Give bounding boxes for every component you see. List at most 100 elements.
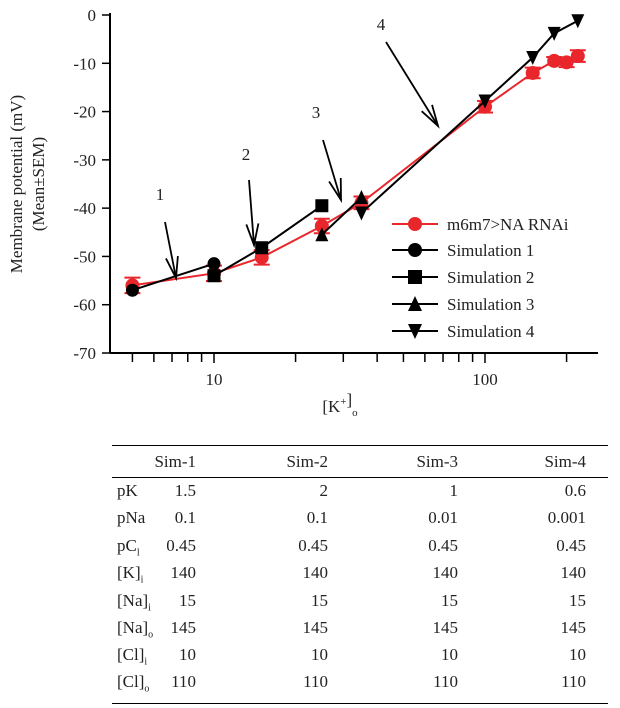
table-cell: 1.5	[174, 481, 196, 500]
legend: m6m7>NA RNAi Simulation 1 Simulation 2 Simu…	[392, 215, 569, 341]
table-cell: 15	[441, 591, 458, 610]
table-cell: 15	[311, 591, 328, 610]
arrow-shaft	[322, 139, 342, 201]
y-tick-label: -10	[73, 54, 96, 73]
data-point	[570, 49, 585, 64]
annotation-arrow-3: 3	[312, 103, 342, 204]
data-point	[559, 55, 574, 70]
legend-item: Simulation 4	[392, 322, 535, 341]
legend-label: m6m7>NA RNAi	[447, 215, 569, 234]
table-cell: 145	[432, 618, 459, 637]
legend-item: Simulation 3	[392, 295, 534, 314]
table-row-label: [Cl]i	[117, 645, 148, 668]
y-tick-label: -50	[73, 247, 96, 266]
table-cell: 0.01	[428, 508, 458, 527]
legend-item: Simulation 1	[392, 241, 534, 260]
y-axis-label: Membrane potential (mV)	[7, 95, 26, 273]
table-cell: 145	[560, 618, 587, 637]
data-point	[315, 199, 329, 213]
row-label-subscript: o	[148, 629, 154, 641]
data-point	[207, 257, 221, 271]
arrow-head	[165, 256, 179, 282]
table-cell: 0.45	[166, 536, 196, 555]
table-cell: 10	[569, 645, 586, 664]
arrow-head	[421, 104, 440, 129]
data-point	[526, 50, 540, 65]
legend-marker	[408, 296, 422, 311]
table-cell: 10	[179, 645, 196, 664]
legend-marker	[408, 217, 422, 231]
y-axis-label-secondary: (Mean±SEM)	[29, 137, 48, 231]
annotation-label: 1	[156, 185, 165, 204]
row-label-subscript: o	[144, 683, 150, 695]
x-tick-label: 10	[206, 370, 223, 389]
data-point	[547, 26, 561, 41]
x-tick-label: 100	[472, 370, 498, 389]
data-point	[125, 283, 139, 297]
y-tick-label: 0	[88, 6, 97, 25]
data-point	[314, 219, 329, 234]
data-point	[315, 227, 329, 242]
table-row-label: [Na]o	[117, 618, 154, 641]
series-line	[321, 196, 363, 236]
arrow-shaft	[385, 41, 439, 127]
annotation-label: 2	[242, 145, 251, 164]
table-cell: 145	[302, 618, 329, 637]
y-tick-label: -70	[73, 344, 96, 363]
row-label-subscript: i	[144, 656, 148, 668]
table-row-label: [Na]i	[117, 591, 151, 614]
data-point	[207, 269, 221, 283]
table-cell: 0.001	[547, 508, 586, 527]
table-cell: 0.6	[564, 481, 586, 500]
table-cell: 110	[303, 672, 328, 691]
table-cell: 110	[561, 672, 586, 691]
x-axis-label: [K+]o	[322, 390, 358, 419]
table-bottom-rule	[112, 703, 608, 704]
table-cell: 140	[302, 563, 329, 582]
annotation-arrow-1: 1	[156, 185, 179, 282]
series-simulation-2	[207, 199, 329, 283]
annotation-label: 3	[312, 103, 321, 122]
table-cell: 140	[560, 563, 587, 582]
annotation-label: 4	[377, 15, 386, 34]
table-cell: 15	[179, 591, 196, 610]
table-row-label: pCl	[117, 536, 140, 559]
legend-marker	[408, 243, 422, 257]
legend-marker	[408, 324, 422, 339]
table-cell: 0.1	[174, 508, 196, 527]
annotation-arrow-4: 4	[377, 15, 440, 129]
arrow-shaft	[164, 221, 177, 279]
series-line	[360, 19, 579, 214]
y-tick-label: -60	[73, 296, 96, 315]
table-header-sim-2: Sim-2	[286, 452, 328, 471]
legend-label: Simulation 1	[447, 241, 534, 260]
table-header-rule	[112, 477, 608, 478]
table-cell: 145	[170, 618, 197, 637]
annotation-arrow-2: 2	[242, 145, 260, 249]
data-point	[255, 241, 269, 255]
table-row-label: pNa	[117, 508, 146, 527]
series-simulation-1	[125, 257, 221, 297]
legend-item: m6m7>NA RNAi	[392, 215, 569, 234]
data-point	[354, 206, 368, 221]
membrane-potential-chart: 0 -10 -20 -30 -40 -50 -60 -70 10 100 [K+]o Membrane…	[7, 6, 598, 419]
legend-label: Simulation 3	[447, 295, 534, 314]
table-row-label: pK	[117, 481, 138, 500]
table-top-rule	[112, 445, 608, 446]
table-cell: 110	[433, 672, 458, 691]
legend-marker	[408, 270, 422, 284]
row-label-subscript: i	[148, 602, 151, 614]
table-row-label: [Cl]o	[117, 672, 150, 695]
table-cell: 0.45	[428, 536, 458, 555]
table-cell: 110	[171, 672, 196, 691]
table-row-label: [K]i	[117, 563, 144, 586]
table-cell: 10	[441, 645, 458, 664]
legend-label: Simulation 4	[447, 322, 535, 341]
data-point	[478, 94, 492, 109]
table-header-sim-4: Sim-4	[544, 452, 586, 471]
table-cell: 140	[170, 563, 197, 582]
series-line	[132, 262, 215, 292]
arrow-head	[245, 223, 260, 249]
table-header-sim-1: Sim-1	[154, 452, 196, 471]
data-point	[525, 65, 540, 80]
